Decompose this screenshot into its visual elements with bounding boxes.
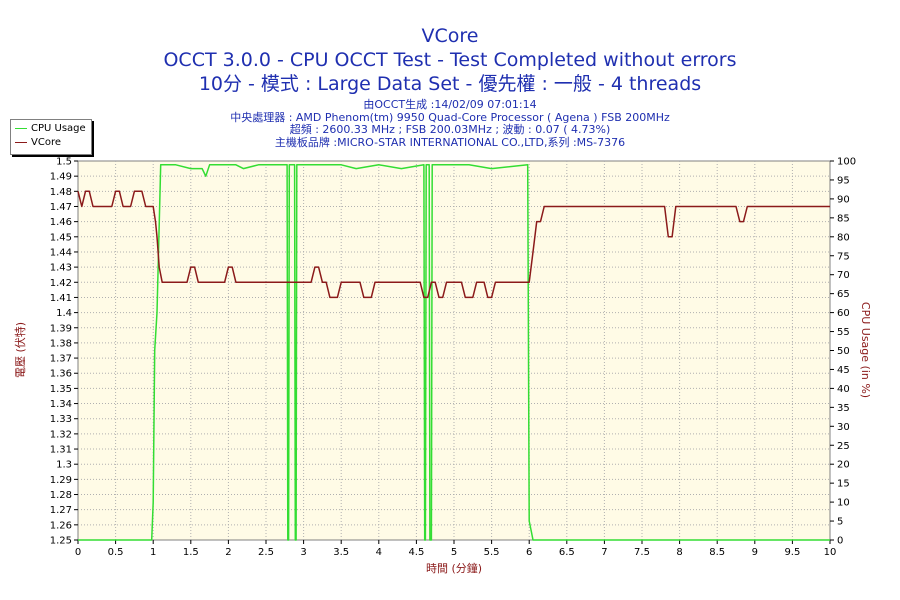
y-right-tick-label: 80 xyxy=(837,232,850,243)
chart-header: VCore OCCT 3.0.0 - CPU OCCT Test - Test … xyxy=(0,24,900,149)
y-left-tick-label: 1.46 xyxy=(50,217,72,228)
y-right-tick-label: 55 xyxy=(837,327,850,338)
y-right-tick-label: 30 xyxy=(837,422,850,433)
series-line-cpu-usage xyxy=(78,164,830,541)
legend-swatch-vcore xyxy=(15,141,27,143)
y-right-tick-label: 45 xyxy=(837,365,850,376)
chart-subtitle-mode: 10分 - 模式 : Large Data Set - 優先權 : 一般 - 4… xyxy=(198,73,702,95)
series-lines xyxy=(77,164,830,541)
y-right-tick-label: 50 xyxy=(837,346,850,357)
x-tick-label: 3 xyxy=(300,547,306,558)
y-left-tick-label: 1.38 xyxy=(50,338,72,349)
x-tick-label: 7.5 xyxy=(634,547,650,558)
grid-lines xyxy=(78,161,830,540)
chart-title: VCore xyxy=(421,25,479,47)
y-left-tick-label: 1.45 xyxy=(50,232,72,243)
x-tick-label: 9.5 xyxy=(784,547,800,558)
x-tick-label: 9 xyxy=(752,547,758,558)
y-left-tick-label: 1.3 xyxy=(56,460,72,471)
y-left-tick-label: 1.34 xyxy=(50,399,72,410)
legend-item-cpu-usage: CPU Usage xyxy=(15,123,86,135)
x-tick-label: 0.5 xyxy=(108,547,124,558)
y-left-tick-label: 1.44 xyxy=(50,247,72,258)
x-tick-label: 8.5 xyxy=(709,547,725,558)
x-tick-label: 5 xyxy=(451,547,457,558)
info-cpu: 中央處理器 : AMD Phenom(tm) 9950 Quad-Core Pr… xyxy=(230,110,670,124)
x-tick-label: 10 xyxy=(824,547,837,558)
y-right-tick-label: 20 xyxy=(837,460,850,471)
axis-ticks: 0 0.5 1 1.5 2 2.5 3 3.5 4 4.5 5 5.5 6 6.5 7 7.5 8 8.5 9 9.5… xyxy=(50,157,856,559)
y-left-tick-label: 1.32 xyxy=(50,429,72,440)
chart-subtitle-test: OCCT 3.0.0 - CPU OCCT Test - Test Comple… xyxy=(163,49,737,71)
x-tick-label: 2 xyxy=(225,547,231,558)
y-left-tick-label: 1.27 xyxy=(50,505,72,516)
y-right-tick-label: 90 xyxy=(837,194,850,205)
y-left-tick-label: 1.36 xyxy=(50,369,72,380)
y-right-tick-label: 0 xyxy=(837,536,843,547)
y-right-tick-label: 95 xyxy=(837,175,850,186)
x-axis-label: 時間 (分鐘) xyxy=(426,561,482,575)
y-right-tick-label: 5 xyxy=(837,517,843,528)
y-left-tick-label: 1.47 xyxy=(50,202,72,213)
y-left-tick-label: 1.43 xyxy=(50,263,72,274)
x-tick-label: 5.5 xyxy=(484,547,500,558)
y-axis-label-left: 電壓 (伏特) xyxy=(13,322,27,378)
x-tick-label: 2.5 xyxy=(258,547,274,558)
y-left-tick-label: 1.26 xyxy=(50,520,72,531)
x-tick-label: 4 xyxy=(376,547,382,558)
info-motherboard: 主機板品牌 :MICRO-STAR INTERNATIONAL CO.,LTD,… xyxy=(274,135,626,149)
y-left-tick-label: 1.42 xyxy=(50,278,72,289)
x-tick-label: 6.5 xyxy=(559,547,575,558)
series-line-vcore xyxy=(77,190,830,299)
x-tick-label: 3.5 xyxy=(333,547,349,558)
y-right-tick-label: 10 xyxy=(837,498,850,509)
y-right-tick-label: 100 xyxy=(837,157,856,168)
x-tick-label: 6 xyxy=(526,547,532,558)
y-left-tick-label: 1.35 xyxy=(50,384,72,395)
y-right-tick-label: 15 xyxy=(837,479,850,490)
x-tick-label: 1.5 xyxy=(183,547,199,558)
legend: CPU Usage VCore xyxy=(10,119,92,155)
system-info: 由OCCT生成 :14/02/09 07:01:14 中央處理器 : AMD P… xyxy=(0,98,900,149)
info-clock: 超頻 : 2600.33 MHz ; FSB 200.03MHz ; 波動 : … xyxy=(289,123,611,136)
y-left-tick-label: 1.5 xyxy=(56,157,72,168)
y-right-tick-label: 65 xyxy=(837,289,850,300)
y-right-tick-label: 70 xyxy=(837,270,850,281)
x-tick-label: 1 xyxy=(150,547,156,558)
y-right-tick-label: 85 xyxy=(837,213,850,224)
y-left-tick-label: 1.49 xyxy=(50,172,72,183)
y-left-tick-label: 1.29 xyxy=(50,475,72,486)
y-left-tick-label: 1.39 xyxy=(50,323,72,334)
x-tick-label: 8 xyxy=(676,547,682,558)
x-tick-label: 4.5 xyxy=(408,547,424,558)
x-tick-label: 0 xyxy=(75,547,81,558)
y-left-tick-label: 1.28 xyxy=(50,490,72,501)
y-right-tick-label: 25 xyxy=(837,441,850,452)
y-left-tick-label: 1.33 xyxy=(50,414,72,425)
y-left-tick-label: 1.41 xyxy=(50,293,72,304)
legend-label-vcore: VCore xyxy=(31,137,61,148)
y-left-tick-label: 1.25 xyxy=(50,536,72,547)
legend-swatch-cpu-usage xyxy=(15,127,27,129)
y-right-tick-label: 60 xyxy=(837,308,850,319)
y-left-tick-label: 1.31 xyxy=(50,445,72,456)
y-right-tick-label: 75 xyxy=(837,251,850,262)
y-left-tick-label: 1.4 xyxy=(56,308,72,319)
y-axis-label-right: CPU Usage (in %) xyxy=(859,302,872,398)
legend-label-cpu-usage: CPU Usage xyxy=(31,123,86,134)
y-right-tick-label: 40 xyxy=(837,384,850,395)
info-generated: 由OCCT生成 :14/02/09 07:01:14 xyxy=(363,98,537,111)
y-left-tick-label: 1.48 xyxy=(50,187,72,198)
x-tick-label: 7 xyxy=(601,547,607,558)
y-right-tick-label: 35 xyxy=(837,403,850,414)
legend-item-vcore: VCore xyxy=(15,137,61,149)
y-left-tick-label: 1.37 xyxy=(50,354,72,365)
